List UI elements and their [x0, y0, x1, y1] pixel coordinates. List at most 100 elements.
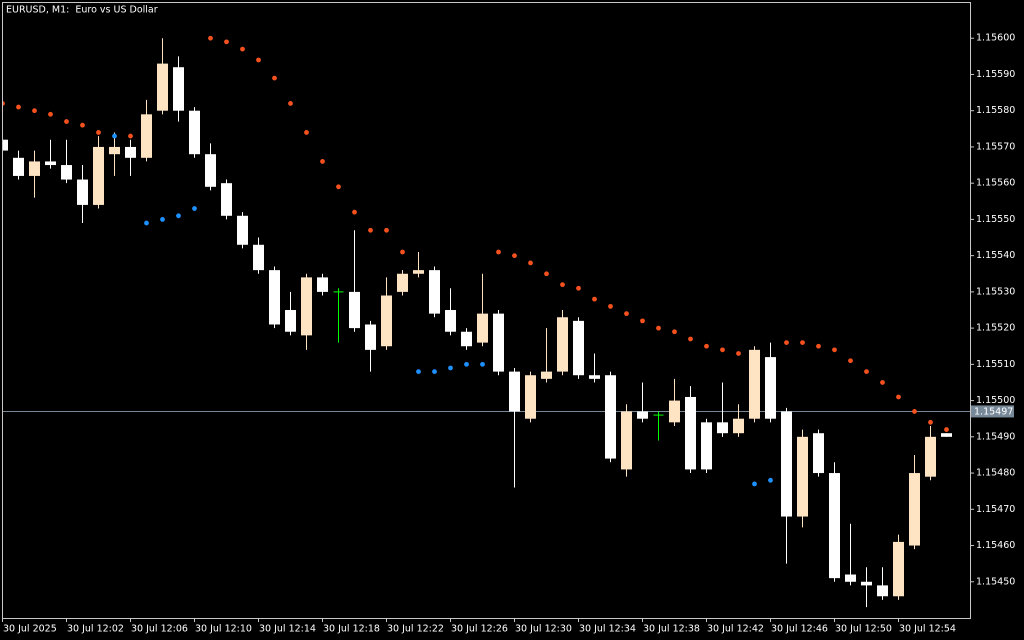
sar-dot — [448, 365, 453, 371]
candle-body — [813, 433, 824, 474]
sar-dot — [3, 101, 5, 106]
y-tick-label: 1.15530 — [976, 286, 1015, 297]
sar-dot — [208, 35, 213, 41]
sar-dot — [784, 340, 789, 346]
y-tick-label: 1.15520 — [976, 323, 1015, 334]
sar-dot — [800, 340, 805, 346]
plot-area — [3, 35, 970, 608]
sar-dot — [816, 343, 821, 349]
sar-dot — [464, 361, 469, 367]
x-tick-label: 30 Jul 12:14 — [259, 624, 316, 635]
candle-body — [509, 371, 520, 412]
candle-body — [797, 436, 808, 517]
sar-dot — [848, 358, 853, 364]
candle-body — [717, 422, 728, 434]
candle-body — [589, 375, 600, 379]
y-tick-label: 1.15590 — [976, 69, 1015, 80]
sar-dot — [512, 253, 517, 259]
candle-body — [925, 436, 936, 477]
sar-dot — [912, 409, 917, 414]
sar-dot — [288, 101, 293, 106]
sar-dot — [384, 227, 389, 233]
sar-dot — [544, 271, 549, 277]
x-tick-label: 30 Jul 12:02 — [67, 624, 124, 635]
sar-dot — [736, 351, 741, 356]
candle-body — [269, 270, 280, 325]
sar-dot — [672, 329, 677, 335]
candle-body — [893, 541, 904, 597]
sar-dot — [608, 303, 613, 309]
candle-body — [189, 110, 200, 155]
sar-dot — [192, 206, 197, 211]
candle-body — [301, 277, 312, 336]
sar-dot — [96, 130, 101, 135]
sar-dot — [80, 122, 85, 128]
x-tick-label: 30 Jul 12:10 — [195, 624, 252, 635]
x-tick-label: 30 Jul 12:46 — [771, 624, 828, 635]
candle-body — [861, 581, 872, 586]
sar-dot — [768, 477, 773, 483]
sar-dot — [176, 213, 181, 219]
sar-dot — [832, 347, 837, 353]
sar-dot — [896, 394, 901, 400]
candle-body — [253, 244, 264, 271]
candle-body — [477, 313, 488, 343]
sar-dot — [400, 249, 405, 255]
y-tick-label: 1.15560 — [976, 178, 1015, 189]
candle-body — [285, 310, 296, 332]
candle-body — [493, 313, 504, 372]
x-tick-label: 30 Jul 12:06 — [131, 624, 188, 635]
y-tick-label: 1.15490 — [976, 431, 1015, 442]
candle-body — [61, 165, 72, 180]
x-tick-label: 30 Jul 12:34 — [579, 624, 636, 635]
candle-body — [829, 473, 840, 579]
sar-dot — [64, 119, 69, 124]
candle-body — [349, 291, 360, 329]
y-tick-label: 1.15480 — [976, 468, 1015, 479]
sar-dot — [416, 369, 421, 374]
sar-dot — [944, 427, 949, 432]
chart-title: EURUSD, M1: Euro vs US Dollar — [6, 5, 158, 16]
x-tick-label: 30 Jul 12:42 — [707, 624, 764, 635]
sar-dot — [48, 111, 53, 117]
y-tick-label: 1.15510 — [976, 359, 1015, 370]
candle-body — [445, 310, 456, 332]
sar-dot — [704, 343, 709, 349]
sar-dot — [240, 46, 245, 52]
candle-body — [221, 183, 232, 216]
last-price-label: 1.15497 — [974, 406, 1013, 417]
candle-body — [205, 154, 216, 187]
candle-body — [125, 146, 136, 158]
sar-dot — [528, 260, 533, 266]
candle-body — [141, 114, 152, 158]
candle-body — [461, 331, 472, 347]
sar-dot — [592, 296, 597, 302]
sar-dot — [32, 108, 37, 114]
x-tick-label: 30 Jul 12:54 — [899, 624, 956, 635]
candle-body — [765, 357, 776, 419]
sar-dot — [272, 75, 277, 81]
sar-dot — [752, 481, 757, 487]
sar-dot — [688, 336, 693, 342]
candle-body — [573, 320, 584, 376]
candle-body — [781, 411, 792, 517]
y-tick-label: 1.15470 — [976, 504, 1015, 515]
sar-dot — [112, 133, 117, 139]
sar-dot — [144, 220, 149, 226]
candle-body — [77, 179, 88, 205]
candle-body — [621, 411, 632, 470]
x-tick-label: 30 Jul 12:30 — [515, 624, 572, 635]
sar-dot — [336, 184, 341, 190]
y-tick-label: 1.15540 — [976, 250, 1015, 261]
candle-body — [845, 574, 856, 582]
sar-dot — [432, 369, 437, 374]
y-tick-label: 1.15600 — [976, 33, 1015, 44]
candle-body — [605, 375, 616, 459]
candle-body — [749, 349, 760, 419]
sar-dot — [864, 369, 869, 374]
candle-body — [381, 295, 392, 347]
sar-dot — [128, 133, 133, 139]
candle-body — [541, 371, 552, 379]
x-tick-label: 30 Jul 2025 — [3, 624, 57, 635]
sar-dot — [640, 318, 645, 324]
